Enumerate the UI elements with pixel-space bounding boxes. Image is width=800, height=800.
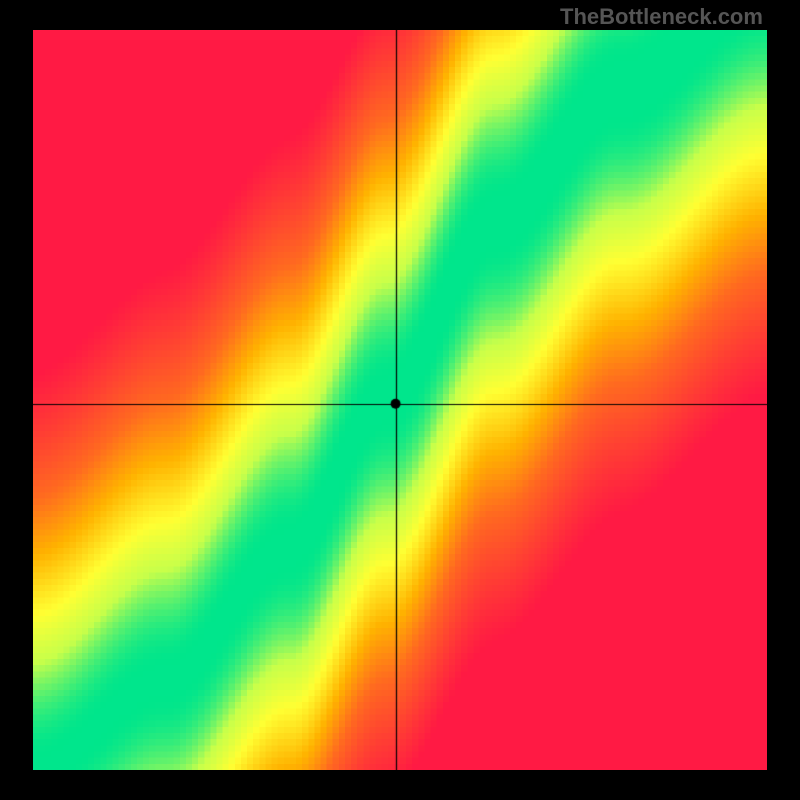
figure-stage: TheBottleneck.com <box>0 0 800 800</box>
watermark-label: TheBottleneck.com <box>560 4 763 30</box>
bottleneck-heatmap <box>33 30 767 770</box>
